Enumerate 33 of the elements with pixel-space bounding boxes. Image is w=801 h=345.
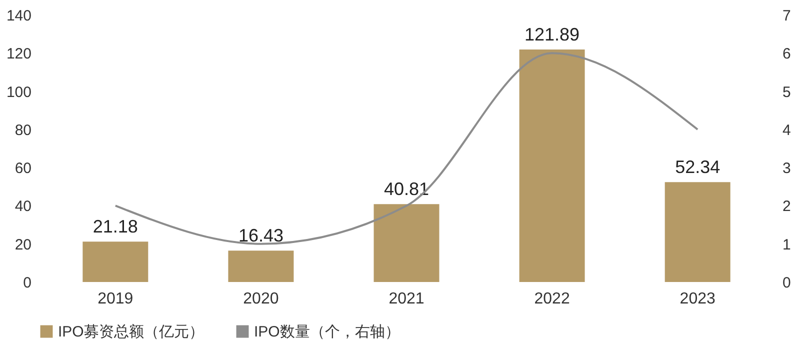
legend-label: IPO募资总额（亿元） bbox=[58, 324, 204, 341]
y2-tick-label: 5 bbox=[782, 84, 791, 101]
data-label: 21.18 bbox=[92, 216, 138, 237]
bar bbox=[82, 242, 148, 282]
data-label: 40.81 bbox=[384, 179, 430, 200]
y2-tick-label: 2 bbox=[782, 198, 791, 216]
y2-tick-label: 3 bbox=[782, 160, 791, 178]
data-label: 16.43 bbox=[238, 226, 284, 246]
bar bbox=[519, 50, 585, 282]
y2-tick-label: 1 bbox=[782, 236, 791, 254]
y-tick-label: 100 bbox=[6, 84, 32, 101]
bar bbox=[374, 204, 440, 282]
x-tick-label: 2021 bbox=[388, 290, 424, 308]
data-label: 121.89 bbox=[524, 24, 580, 45]
y2-tick-label: 6 bbox=[782, 46, 791, 63]
y2-tick-label: 0 bbox=[782, 274, 791, 292]
bar bbox=[228, 250, 294, 282]
y2-tick-label: 7 bbox=[782, 8, 791, 24]
y-tick-label: 40 bbox=[14, 198, 32, 216]
x-tick-label: 2023 bbox=[680, 290, 716, 308]
x-tick-label: 2022 bbox=[534, 290, 570, 308]
legend-label: IPO数量（个，右轴） bbox=[254, 324, 400, 341]
y-tick-label: 20 bbox=[14, 236, 32, 254]
y-tick-label: 140 bbox=[6, 8, 32, 24]
y-tick-label: 120 bbox=[6, 46, 32, 63]
y-tick-label: 80 bbox=[14, 122, 32, 139]
y2-tick-label: 4 bbox=[782, 122, 791, 139]
y-tick-label: 60 bbox=[14, 160, 32, 178]
y-tick-label: 0 bbox=[23, 274, 32, 292]
data-label: 52.34 bbox=[675, 157, 720, 178]
x-tick-label: 2020 bbox=[243, 290, 279, 308]
bar bbox=[664, 182, 730, 282]
x-tick-label: 2019 bbox=[98, 290, 134, 308]
